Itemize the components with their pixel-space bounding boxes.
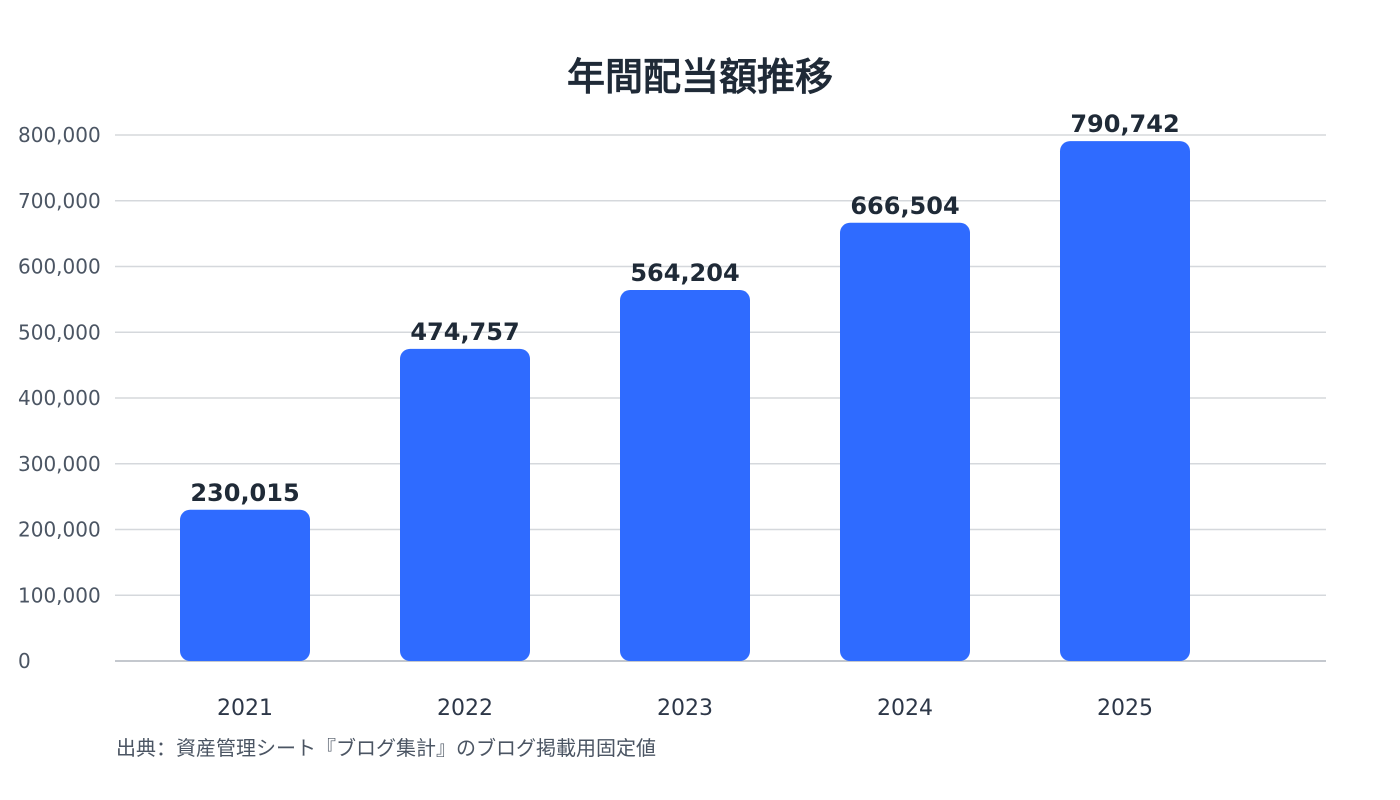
y-tick-label: 500,000 <box>18 320 101 344</box>
x-tick-label: 2021 <box>217 696 273 721</box>
x-tick-label: 2024 <box>877 696 933 721</box>
data-labels: 230,015 474,757 564,204 666,504 790,742 <box>190 110 1179 507</box>
x-tick-label: 2025 <box>1097 696 1153 721</box>
y-tick-label: 800,000 <box>18 123 101 147</box>
data-label-2024: 666,504 <box>850 192 959 220</box>
x-tick-label: 2023 <box>657 696 713 721</box>
data-label-2025: 790,742 <box>1070 110 1179 138</box>
bar-2022 <box>400 348 530 661</box>
y-axis-ticks: 0 100,000 200,000 300,000 400,000 500,000 600,… <box>18 123 101 673</box>
bars <box>180 141 1190 661</box>
data-label-2023: 564,204 <box>630 259 739 287</box>
data-label-2022: 474,757 <box>410 318 519 346</box>
bar-2023 <box>620 290 750 661</box>
bar-2021 <box>180 509 310 661</box>
y-tick-label: 600,000 <box>18 255 101 279</box>
y-tick-label: 700,000 <box>18 189 101 213</box>
y-tick-label: 200,000 <box>18 518 101 542</box>
x-tick-label: 2022 <box>437 696 493 721</box>
x-axis-ticks: 2021 2022 2023 2024 2025 <box>217 696 1153 721</box>
data-label-2021: 230,015 <box>190 479 299 507</box>
y-tick-label: 0 <box>18 649 31 673</box>
y-tick-label: 100,000 <box>18 583 101 607</box>
source-note: 出典：資産管理シート『ブログ集計』のブログ掲載用固定値 <box>116 736 656 760</box>
y-tick-label: 400,000 <box>18 386 101 410</box>
bar-2024 <box>840 222 970 661</box>
y-tick-label: 300,000 <box>18 452 101 476</box>
chart-title: 年間配当額推移 <box>566 55 833 99</box>
bar-2025 <box>1060 141 1190 661</box>
